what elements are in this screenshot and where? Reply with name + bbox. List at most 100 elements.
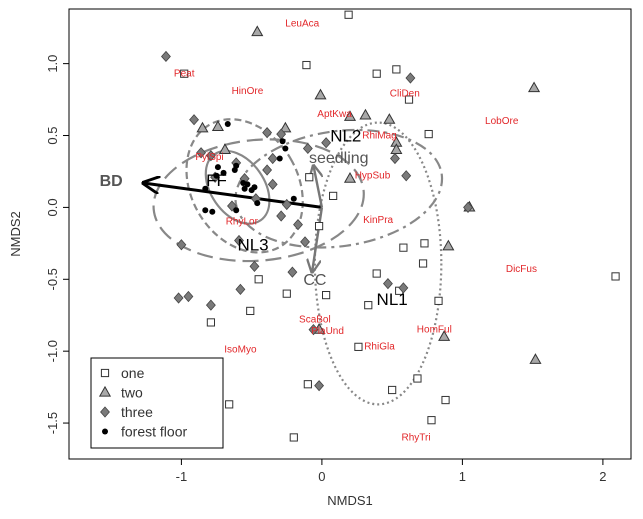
point-three: [262, 127, 273, 139]
legend-label: one: [121, 365, 145, 381]
point-one: [413, 374, 422, 383]
point-three: [276, 210, 287, 222]
point-three: [205, 150, 216, 162]
vector-bd: [143, 183, 323, 209]
point-three: [267, 178, 278, 191]
points-layer: [161, 10, 620, 442]
x-tick-label: 2: [599, 469, 606, 484]
point-two: [279, 121, 292, 133]
point-one: [388, 385, 397, 395]
point-two: [390, 143, 403, 154]
species-label: HinOre: [232, 86, 264, 97]
species-label: KinPra: [363, 215, 393, 226]
point-three: [234, 234, 244, 247]
point-forest-floor: [202, 185, 209, 192]
point-one: [282, 289, 291, 298]
ellipse-nl2: [234, 128, 444, 249]
species-label: HypSub: [355, 171, 391, 182]
plot-frame: [68, 8, 632, 460]
legend-label: forest floor: [121, 424, 187, 440]
y-tick-label: 0.0: [45, 198, 60, 216]
point-one: [418, 259, 428, 268]
point-two: [211, 120, 224, 131]
y-axis-label: NMDS2: [8, 211, 23, 257]
species-label: LeuAca: [285, 18, 319, 29]
species-label: IsoMyo: [224, 345, 257, 356]
point-one: [434, 296, 443, 305]
point-one: [305, 173, 314, 182]
legend-label: three: [121, 404, 153, 420]
point-one: [254, 275, 263, 284]
point-one: [441, 395, 450, 405]
legend: one two three forest floor: [90, 357, 224, 449]
species-label: PylSpi: [195, 152, 223, 163]
point-two: [529, 353, 542, 364]
point-three: [235, 283, 246, 295]
x-axis-label: NMDS1: [327, 493, 373, 508]
point-one: [424, 129, 433, 139]
species-label: RhyTri: [401, 432, 430, 443]
point-forest-floor: [248, 187, 255, 194]
point-one: [344, 10, 353, 19]
point-three: [390, 152, 400, 165]
point-three: [161, 50, 171, 63]
group-label-nl3: NL3: [237, 236, 268, 255]
legend-marker: [98, 385, 112, 397]
y-tick-label: -1.0: [45, 340, 60, 362]
point-two: [343, 172, 357, 183]
point-two: [359, 108, 372, 120]
species-label: CliDen: [390, 89, 420, 100]
point-two: [343, 110, 357, 121]
point-one: [372, 269, 381, 278]
point-three: [205, 299, 216, 311]
point-three: [302, 142, 313, 155]
ellipse-ff: [185, 118, 304, 254]
point-one: [303, 380, 312, 389]
point-three: [383, 277, 393, 290]
point-one: [354, 342, 363, 351]
point-three: [281, 198, 292, 211]
point-one: [420, 239, 429, 248]
point-one: [427, 416, 436, 425]
point-forest-floor: [282, 145, 289, 152]
point-one: [206, 318, 216, 327]
point-one: [611, 272, 620, 281]
point-two: [383, 113, 396, 124]
x-tick-label: 0: [318, 469, 325, 484]
group-label-nl1: NL1: [377, 290, 408, 309]
point-three: [173, 292, 184, 304]
point-three: [308, 324, 319, 336]
point-forest-floor: [290, 195, 297, 202]
point-three: [249, 260, 260, 272]
point-three: [267, 152, 278, 165]
point-forest-floor: [276, 155, 283, 162]
x-tick-label: -1: [176, 469, 188, 484]
point-three: [189, 114, 199, 126]
vector-label-cc: CC: [303, 272, 326, 289]
legend-label: two: [121, 385, 143, 401]
point-two: [527, 81, 541, 93]
species-label: PlaUnd: [311, 326, 344, 337]
point-one: [399, 243, 408, 252]
species-label: AptKwa: [317, 109, 352, 120]
point-two: [442, 239, 455, 251]
species-label: RhiGla: [364, 342, 395, 353]
vector-seedling: [313, 166, 321, 208]
species-label: LobOre: [485, 116, 519, 127]
point-one: [225, 400, 234, 409]
point-forest-floor: [213, 172, 220, 179]
point-two: [251, 25, 264, 37]
point-one: [302, 60, 311, 70]
point-three: [314, 380, 325, 392]
point-two: [438, 330, 451, 341]
point-one: [322, 291, 331, 300]
point-one: [372, 69, 381, 78]
group-labels-layer: NL2 FF NL3 NL1: [206, 126, 408, 309]
point-forest-floor: [279, 138, 286, 145]
point-three: [398, 282, 409, 294]
species-label: ScaBol: [299, 314, 331, 325]
point-three: [287, 266, 298, 278]
species-label: RhiMag: [362, 130, 396, 141]
point-forest-floor: [244, 181, 251, 188]
